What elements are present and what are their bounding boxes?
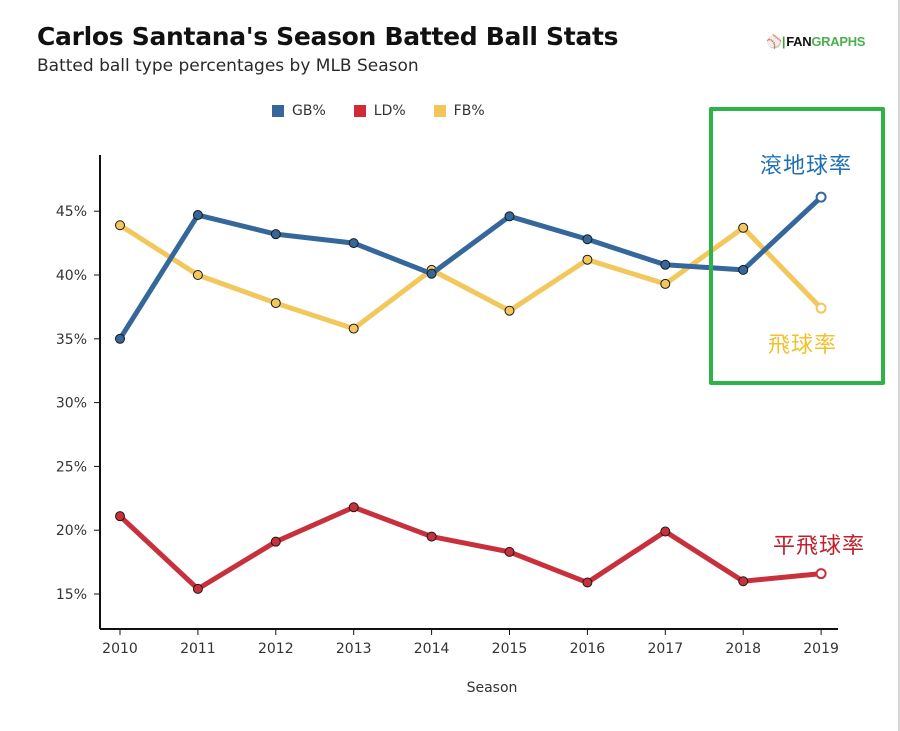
data-point-gb <box>115 333 125 344</box>
legend-item-fb[interactable]: FB% <box>433 103 485 119</box>
data-point-fb <box>582 254 593 265</box>
x-tick-label: 2018 <box>725 641 761 657</box>
data-point-ld <box>115 511 125 522</box>
legend: GB% LD% FB% <box>272 103 485 119</box>
frame-border <box>898 0 900 731</box>
data-point-gb <box>270 229 281 240</box>
legend-item-ld[interactable]: LD% <box>353 103 406 119</box>
series-line-fb <box>117 222 824 332</box>
data-point-fb <box>660 278 671 289</box>
data-point-fb <box>348 323 359 334</box>
y-tick-label: 40% <box>56 268 87 284</box>
data-point-gb <box>738 264 749 275</box>
legend-label-ld: LD% <box>373 103 406 119</box>
batter-icon: ⚾| <box>766 34 786 49</box>
legend-item-gb[interactable]: GB% <box>272 103 326 119</box>
data-point-ld <box>192 583 203 594</box>
data-point-gb <box>348 238 359 249</box>
legend-label-gb: GB% <box>292 103 326 119</box>
y-tick-label: 45% <box>56 204 87 220</box>
annotation-gb: 滾地球率 <box>760 154 853 179</box>
annotation-fb: 飛球率 <box>768 333 838 358</box>
legend-swatch-gb <box>272 105 284 117</box>
data-point-fb <box>504 305 515 316</box>
x-tick-label: 2010 <box>102 641 138 657</box>
fangraphs-logo: ⚾|FANGRAPHS <box>766 34 866 49</box>
x-tick-label: 2012 <box>258 641 294 657</box>
data-point-ld <box>582 577 593 588</box>
data-point-ld <box>660 526 671 537</box>
data-point-fb <box>270 298 281 309</box>
x-tick-label: 2015 <box>492 641 528 657</box>
data-point-gb <box>815 191 827 203</box>
y-tick-label: 30% <box>56 396 87 412</box>
x-tick-label: 2011 <box>180 641 216 657</box>
data-point-gb <box>582 234 593 245</box>
x-tick-label: 2016 <box>570 641 606 657</box>
series-layer <box>115 191 827 594</box>
data-point-ld <box>348 502 359 513</box>
data-point-fb <box>738 222 749 233</box>
data-point-ld <box>738 576 749 587</box>
y-tick-label: 15% <box>56 587 87 603</box>
x-tick-label: 2014 <box>414 641 450 657</box>
data-point-ld <box>504 546 515 557</box>
x-tick-label: 2019 <box>803 641 839 657</box>
series-line-gb <box>117 194 824 342</box>
y-tick-label: 20% <box>56 523 87 539</box>
x-axis-label: Season <box>467 680 518 696</box>
data-point-gb <box>192 210 203 221</box>
y-tick-label: 35% <box>56 332 87 348</box>
data-point-gb <box>660 259 671 270</box>
data-point-ld <box>270 536 281 547</box>
data-point-fb <box>815 302 827 314</box>
data-point-fb <box>115 220 125 231</box>
data-point-ld <box>815 568 827 580</box>
axes: 15% 20% 25% 30% 35% 40% 45% 2010 2011 2012 2013 201… <box>56 155 839 657</box>
highlight-box <box>709 107 885 385</box>
annotation-ld: 平飛球率 <box>773 534 866 559</box>
legend-swatch-ld <box>353 105 366 117</box>
y-tick-label: 25% <box>56 459 87 475</box>
data-point-gb <box>504 211 515 222</box>
chart-subtitle: Batted ball type percentages by MLB Seas… <box>37 56 419 76</box>
data-point-gb <box>426 268 437 279</box>
legend-label-fb: FB% <box>453 103 485 119</box>
legend-swatch-fb <box>433 105 446 117</box>
data-point-ld <box>426 531 437 542</box>
chart-title: Carlos Santana's Season Batted Ball Stat… <box>37 22 619 51</box>
series-line-ld <box>117 504 824 592</box>
x-tick-label: 2017 <box>647 641 683 657</box>
x-tick-label: 2013 <box>336 641 372 657</box>
data-point-fb <box>192 270 203 280</box>
